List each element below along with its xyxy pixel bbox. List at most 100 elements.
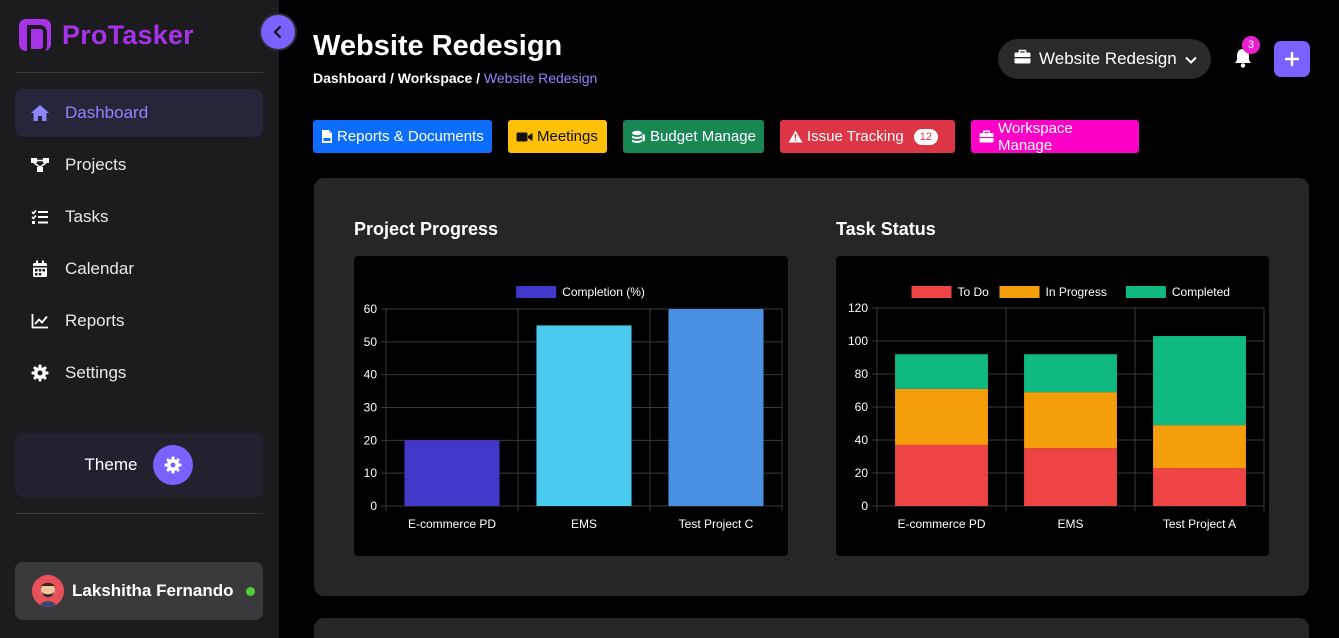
sidebar-collapse-button[interactable] <box>259 13 297 51</box>
sidebar-item-projects[interactable]: Projects <box>15 141 263 189</box>
y-tick-label: 20 <box>855 466 869 480</box>
bar-segment <box>1024 354 1117 393</box>
button-label: Reports & Documents <box>337 128 484 145</box>
y-tick-label: 120 <box>848 301 868 315</box>
bar <box>668 309 764 506</box>
meetings-button[interactable]: Meetings <box>508 120 607 153</box>
task-status-svg: 0 20 40 60 80 100 120 E-commerce PD EMS Test Proj… <box>848 285 1265 531</box>
notification-count-badge: 3 <box>1242 36 1260 54</box>
bar <box>404 440 500 506</box>
breadcrumb-current: Website Redesign <box>483 70 598 86</box>
y-tick-label: 0 <box>370 499 377 513</box>
y-tick-label: 30 <box>364 401 378 415</box>
tasks-icon <box>30 207 50 227</box>
breadcrumb: Dashboard / Workspace / Website Redesign <box>313 70 597 86</box>
budget-manage-button[interactable]: Budget Manage <box>623 120 764 153</box>
x-tick-label: E-commerce PD <box>897 517 985 531</box>
issue-tracking-button[interactable]: Issue Tracking 12 <box>780 120 955 153</box>
logo-icon <box>19 19 51 53</box>
workspace-select-value: Website Redesign <box>1039 49 1177 68</box>
sidebar-item-reports[interactable]: Reports <box>15 297 263 345</box>
reports-documents-button[interactable]: Reports & Documents <box>313 120 492 153</box>
bar-segment <box>895 388 988 445</box>
sidebar-nav: Dashboard Projects Tasks Calendar <box>15 89 263 401</box>
chevron-down-icon <box>1184 49 1197 69</box>
gear-icon <box>164 456 182 474</box>
x-tick-label: Test Project C <box>679 517 754 531</box>
workspace-manage-button[interactable]: Workspace Manage <box>971 119 1139 154</box>
issue-count-badge: 12 <box>913 128 938 145</box>
button-label: Workspace Manage <box>998 119 1073 154</box>
sidebar-item-label: Calendar <box>65 259 134 278</box>
legend-label: To Do <box>958 285 990 299</box>
x-tick-label: E-commerce PD <box>408 517 496 531</box>
theme-label: Theme <box>84 455 138 474</box>
project-progress-title: Project Progress <box>354 219 499 239</box>
sidebar-item-label: Settings <box>65 363 127 382</box>
project-progress-svg: 0 10 20 30 40 50 60 E-commerce PD EMS Test Projec… <box>364 285 783 531</box>
avatar <box>32 575 64 607</box>
sidebar-item-label: Reports <box>65 311 125 330</box>
bar-segment <box>895 444 988 506</box>
x-tick-label: EMS <box>1057 517 1083 531</box>
warning-icon <box>788 130 803 143</box>
x-tick-label: Test Project A <box>1163 517 1236 531</box>
sitemap-icon <box>30 155 50 175</box>
online-status-indicator <box>245 586 255 596</box>
sidebar-divider <box>15 513 263 514</box>
button-label: Budget Manage <box>650 128 756 145</box>
project-progress-chart[interactable]: 0 10 20 30 40 50 60 E-commerce PD EMS Test Projec… <box>354 256 788 556</box>
user-profile[interactable]: Lakshitha Fernando <box>15 562 263 620</box>
sidebar-item-calendar[interactable]: Calendar <box>15 245 263 293</box>
bar-segment <box>1024 392 1117 449</box>
legend-swatch <box>1125 286 1166 298</box>
breadcrumb-path[interactable]: Dashboard / Workspace / <box>313 70 484 86</box>
y-tick-label: 40 <box>855 433 869 447</box>
bar-segment <box>1024 448 1117 506</box>
sidebar-item-label: Tasks <box>65 207 109 226</box>
legend-label: Completed <box>1172 285 1230 299</box>
y-tick-label: 50 <box>364 335 378 349</box>
y-tick-label: 40 <box>364 368 378 382</box>
legend-label: Completion (%) <box>562 285 645 299</box>
file-pdf-icon <box>321 129 333 144</box>
y-tick-label: 0 <box>861 499 868 513</box>
user-name: Lakshitha Fernando <box>72 581 234 600</box>
logo[interactable]: ProTasker <box>19 19 194 53</box>
legend-swatch <box>911 286 952 298</box>
sidebar-item-tasks[interactable]: Tasks <box>15 193 263 241</box>
secondary-panel <box>314 618 1309 638</box>
calendar-icon <box>30 259 50 279</box>
chevron-left-icon <box>273 25 282 39</box>
y-tick-label: 10 <box>364 466 378 480</box>
add-button[interactable] <box>1274 41 1310 77</box>
bar-segment <box>1153 425 1246 469</box>
y-tick-label: 100 <box>848 334 868 348</box>
legend-swatch <box>999 286 1040 298</box>
legend-swatch <box>516 286 557 298</box>
sidebar-item-settings[interactable]: Settings <box>15 349 263 397</box>
bar <box>536 325 632 506</box>
y-tick-label: 20 <box>364 433 378 447</box>
plus-icon <box>1285 52 1299 66</box>
chart-line-icon <box>30 311 50 331</box>
sidebar: ProTasker Dashboard Projects Tasks <box>0 0 279 638</box>
task-status-title: Task Status <box>836 219 936 239</box>
task-status-chart[interactable]: 0 20 40 60 80 100 120 E-commerce PD EMS Test Proj… <box>836 256 1269 556</box>
theme-toggle-button[interactable] <box>153 445 194 485</box>
y-tick-label: 60 <box>855 400 869 414</box>
button-label: Issue Tracking <box>807 128 904 145</box>
sidebar-item-label: Dashboard <box>65 103 149 122</box>
sidebar-item-dashboard[interactable]: Dashboard <box>15 89 263 137</box>
coins-icon <box>631 130 646 144</box>
bar-segment <box>895 354 988 389</box>
briefcase-icon <box>979 130 994 143</box>
app-name: ProTasker <box>62 19 194 50</box>
video-icon <box>516 131 533 143</box>
sidebar-divider <box>15 72 263 73</box>
bar-segment <box>1153 336 1246 426</box>
sidebar-item-label: Projects <box>65 155 127 174</box>
y-tick-label: 80 <box>855 367 869 381</box>
workspace-select[interactable]: Website Redesign <box>998 39 1211 79</box>
